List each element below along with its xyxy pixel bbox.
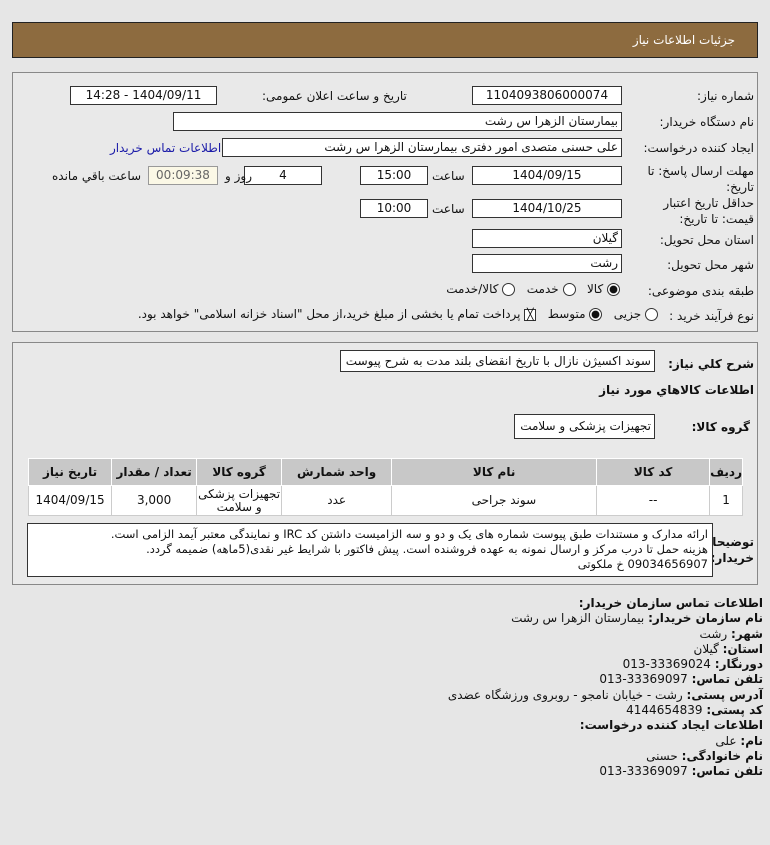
contact-line: تلفن تماس: 33369097-013 — [599, 764, 763, 779]
table-header-row: ردیف کد کالا نام کالا واحد شمارش گروه کا… — [27, 458, 743, 486]
province-field[interactable]: گیلان — [472, 229, 622, 248]
notes-label: توضیحات خریدار: — [700, 535, 754, 565]
validity-date-field[interactable]: 1404/10/25 — [472, 199, 622, 218]
deadline-time-label: ساعت — [432, 169, 465, 183]
remaining-time-field: 00:09:38 — [148, 166, 218, 185]
deadline-date-field[interactable]: 1404/09/15 — [472, 166, 622, 185]
contact-line: استان: گیلان — [693, 641, 764, 656]
contact-line: شهر: رشت — [699, 626, 763, 641]
category-label: طبقه بندی موضوعی: — [647, 284, 754, 298]
deadline-time-field[interactable]: 15:00 — [360, 166, 428, 185]
creator-field[interactable]: علی حسنی متصدی امور دفتری بیمارستان الزه… — [222, 138, 622, 157]
days-label: روز و — [225, 169, 252, 183]
group-label: گروه کالا: — [691, 420, 750, 434]
validity-time-label: ساعت — [432, 202, 465, 216]
radio-service[interactable] — [562, 283, 576, 296]
col-name: نام کالا — [391, 458, 598, 486]
buyer-contact-info: اطلاعات تماس سازمان خریدار: نام سازمان خ… — [447, 596, 764, 779]
col-group: گروه کالا — [196, 458, 283, 486]
province-label: استان محل تحویل: — [659, 233, 754, 247]
group-field: تجهیزات پزشکی و سلامت — [514, 414, 655, 439]
deadline-label: مهلت ارسال پاسخ: تا تاریخ: — [647, 164, 754, 194]
col-row: ردیف — [709, 458, 743, 486]
col-date: تاریخ نیاز — [27, 458, 113, 486]
col-unit: واحد شمارش — [281, 458, 393, 486]
remaining-label: ساعت باقي مانده — [52, 169, 142, 183]
goods-table: ردیف کد کالا نام کالا واحد شمارش گروه کا… — [27, 458, 743, 516]
radio-minor[interactable] — [645, 308, 658, 321]
buyer-contact-link[interactable]: اطلاعات تماس خریدار — [110, 141, 222, 155]
summary-field: سوند اکسیژن نازال با تاریخ انقضای بلند م… — [340, 350, 655, 372]
process-radios: جزیی متوسط ╳ پرداخت تمام یا بخشی از مبلغ… — [138, 307, 658, 321]
contact-line: نام سازمان خریدار: بیمارستان الزهرا س رش… — [511, 611, 763, 626]
contact-line: نام: علی — [715, 733, 763, 748]
buyer-org-label: نام دستگاه خریدار: — [659, 115, 755, 129]
contact-line: آدرس پستی: رشت - خیابان نامجو - روبروی و… — [447, 687, 763, 702]
radio-medium[interactable] — [589, 308, 603, 321]
validity-label: حداقل تاریخ اعتبار قیمت: تا تاریخ: — [663, 196, 754, 226]
process-label: نوع فرآیند خرید : — [669, 309, 754, 323]
category-radios: کالا خدمت کالا/خدمت — [446, 282, 620, 296]
city-label: شهر محل تحویل: — [667, 258, 754, 272]
page-title: جزئیات اطلاعات نیاز — [632, 33, 735, 47]
treasury-checkbox[interactable]: ╳ — [524, 308, 537, 321]
announce-field[interactable]: 1404/09/11 - 14:28 — [70, 86, 217, 105]
goods-title: اطلاعات كالاهاي مورد نياز — [599, 383, 754, 397]
need-number-field[interactable]: 1104093806000074 — [472, 86, 622, 105]
radio-goods[interactable] — [607, 283, 620, 296]
table-row: 1 -- سوند جراحی عدد تجهیزات پزشکی و سلام… — [27, 485, 743, 516]
radio-goods-service[interactable] — [502, 283, 516, 296]
contact-line: دورنگار: 33369024-013 — [622, 657, 763, 672]
days-field[interactable]: 4 — [244, 166, 322, 185]
payment-note: پرداخت تمام یا بخشی از مبلغ خرید،از محل … — [137, 307, 521, 321]
validity-time-field[interactable]: 10:00 — [360, 199, 428, 218]
announce-label: تاریخ و ساعت اعلان عمومی: — [262, 89, 407, 103]
col-code: کد کالا — [596, 458, 711, 486]
contact-line: تلفن تماس: 33369097-013 — [599, 672, 763, 687]
city-field[interactable]: رشت — [472, 254, 622, 273]
creator-label: ایجاد کننده درخواست: — [643, 141, 754, 155]
contact-line: کد پستی: 4144654839 — [626, 703, 763, 718]
contact-line: نام خانوادگی: حسنی — [646, 748, 763, 763]
col-qty: تعداد / مقدار — [111, 458, 198, 486]
page-header: جزئیات اطلاعات نیاز — [12, 22, 758, 58]
summary-label: شرح كلي نياز: — [668, 357, 754, 371]
buyer-org-field[interactable]: بیمارستان الزهرا س رشت — [173, 112, 622, 131]
need-number-label: شماره نیاز: — [697, 89, 754, 103]
buyer-notes: ارائه مدارک و مستندات طبق پیوست شماره ها… — [27, 523, 713, 577]
